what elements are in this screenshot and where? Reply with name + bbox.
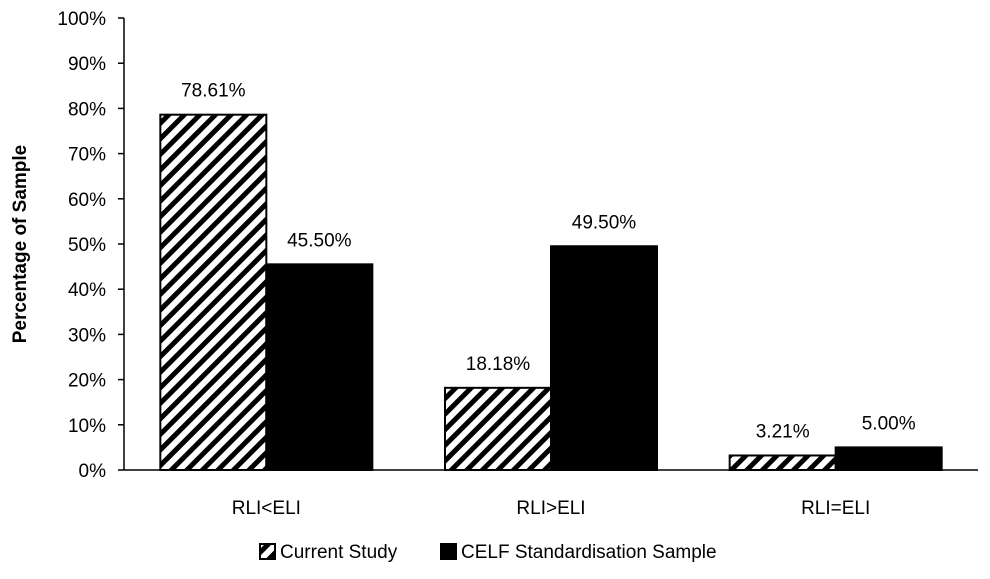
data-label: 49.50% xyxy=(572,212,637,233)
data-label: 18.18% xyxy=(466,354,531,375)
bar xyxy=(728,454,837,472)
data-label: 78.61% xyxy=(181,81,246,102)
y-tick-label: 70% xyxy=(68,145,106,166)
legend-label: CELF Standardisation Sample xyxy=(461,542,717,563)
x-tick-label: RLI<ELI xyxy=(232,498,301,519)
y-tick-label: 10% xyxy=(68,416,106,437)
y-tick-label: 60% xyxy=(68,190,106,211)
y-tick-label: 40% xyxy=(68,280,106,301)
data-label: 3.21% xyxy=(756,421,810,442)
bar xyxy=(550,245,658,471)
data-labels: 78.61% 45.50% 18.18% 49.50% 3.21% 5.00% xyxy=(181,81,916,443)
y-tick-label: 100% xyxy=(57,9,106,30)
y-tick-label: 80% xyxy=(68,99,106,120)
legend-label: Current Study xyxy=(280,542,398,563)
legend: Current Study CELF Standardisation Sample xyxy=(259,542,717,563)
axes: 0% 10% 20% 30% 40% 50% 60% 70% 80% 90% 100% Percent… xyxy=(10,9,978,519)
bar xyxy=(265,263,374,471)
bar xyxy=(834,446,943,471)
x-tick-label: RLI=ELI xyxy=(801,498,870,519)
legend-swatch xyxy=(259,543,276,560)
y-tick-label: 90% xyxy=(68,54,106,75)
x-tick-label: RLI>ELI xyxy=(516,498,585,519)
y-tick-label: 30% xyxy=(68,325,106,346)
bar xyxy=(159,113,268,471)
y-tick-label: 0% xyxy=(79,461,107,482)
y-tick-label: 20% xyxy=(68,371,106,392)
y-axis-title: Percentage of Sample xyxy=(10,145,31,344)
bar xyxy=(444,386,552,471)
data-label: 45.50% xyxy=(287,230,352,251)
data-label: 5.00% xyxy=(862,413,916,434)
legend-swatch xyxy=(440,543,457,560)
y-tick-label: 50% xyxy=(68,235,106,256)
bars xyxy=(159,113,943,472)
